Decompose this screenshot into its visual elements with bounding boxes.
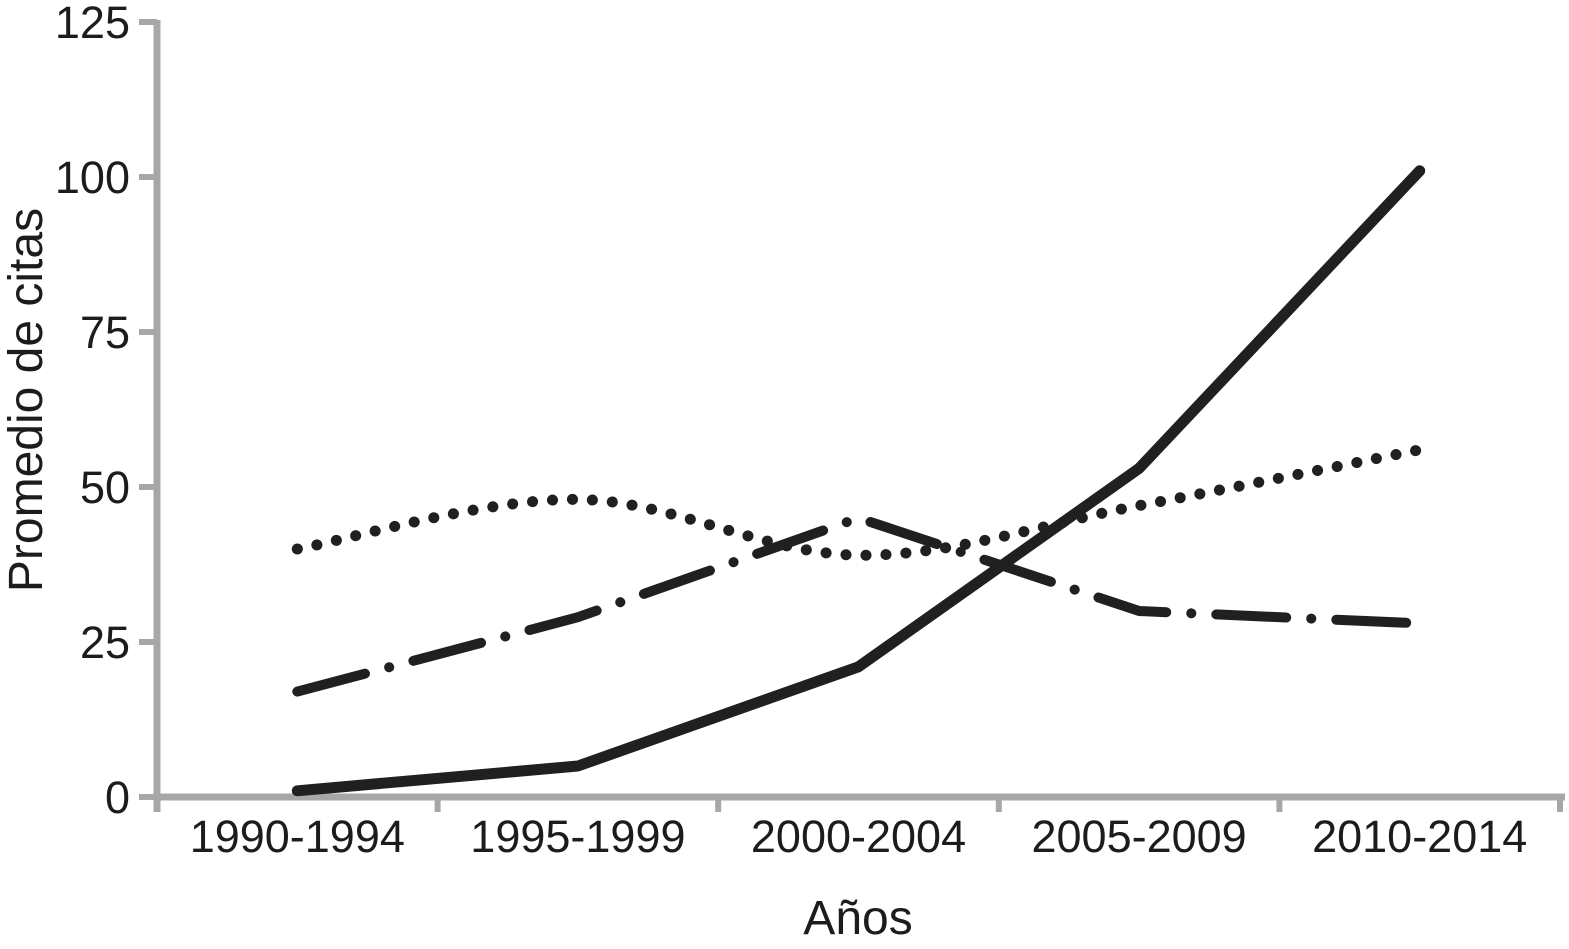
axes	[153, 20, 1565, 812]
x-category-label: 1990-1994	[190, 811, 405, 862]
x-category-label: 2000-2004	[751, 811, 966, 862]
y-tick-label: 100	[55, 152, 130, 203]
x-axis-title: Años	[803, 892, 912, 945]
series-solid-line	[291, 165, 1426, 797]
y-tick-label: 50	[80, 462, 130, 513]
series-lines	[291, 165, 1426, 797]
y-tick-label: 75	[80, 307, 130, 358]
y-tick-label: 125	[55, 0, 130, 48]
axis-ticks	[139, 19, 1563, 812]
y-axis-title: Promedio de citas	[0, 208, 53, 592]
axis-tick-labels: 0 25 50 75 100 125 1990-1994 1995-1999 2000-2004…	[55, 0, 1527, 862]
x-category-label: 2005-2009	[1031, 811, 1246, 862]
y-tick-label: 25	[80, 617, 130, 668]
x-category-label: 1995-1999	[470, 811, 685, 862]
x-category-label: 2010-2014	[1312, 811, 1527, 862]
series-dash-dot-line	[292, 513, 1425, 697]
y-tick-label: 0	[105, 772, 130, 823]
series-dotted-line	[291, 444, 1426, 561]
